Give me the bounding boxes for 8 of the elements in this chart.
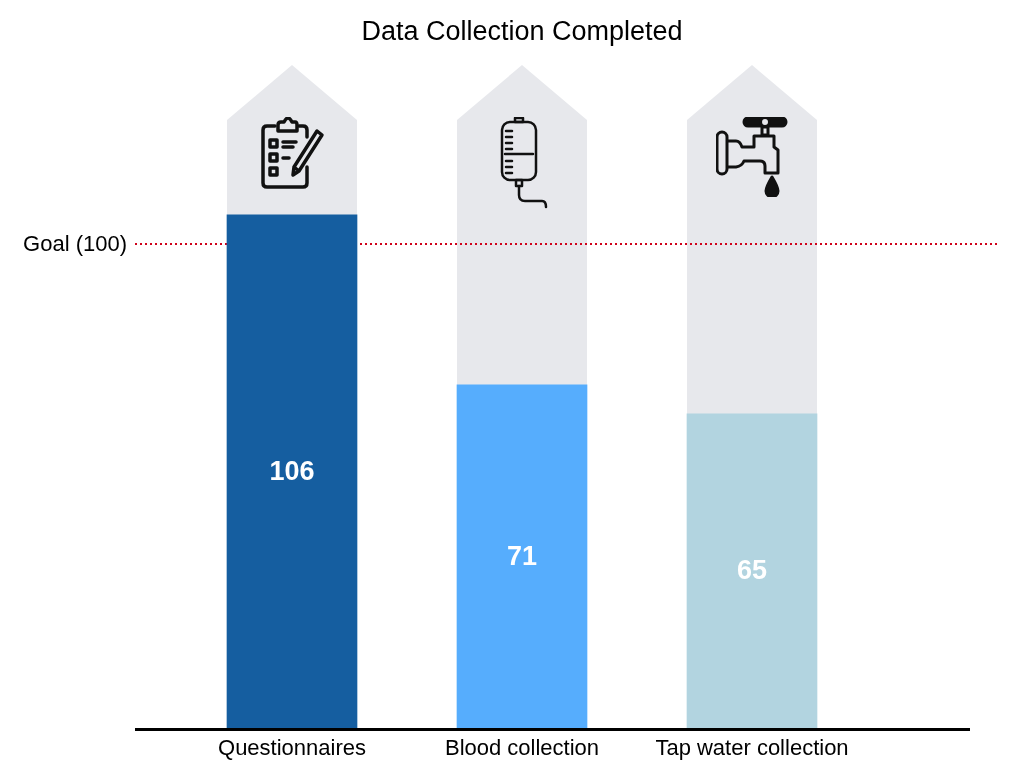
- data-label: 71: [506, 540, 538, 571]
- x-tick-label: Questionnaires: [218, 734, 366, 760]
- ref-line-label: Goal (100): [23, 231, 127, 257]
- data-label: 106: [269, 455, 315, 486]
- x-tick-label: Tap water collection: [655, 734, 849, 760]
- x-tick-label: Blood collection: [444, 734, 600, 760]
- data-label: 65: [736, 555, 768, 586]
- chart-title: Data Collection Completed: [361, 15, 683, 46]
